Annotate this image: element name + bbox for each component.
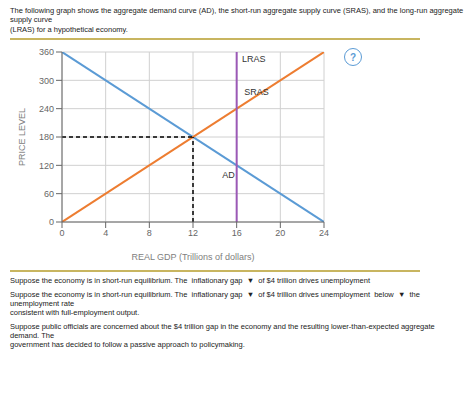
svg-text:20: 20 (275, 229, 285, 239)
svg-text:24: 24 (319, 229, 329, 239)
svg-text:LRAS: LRAS (242, 54, 266, 64)
svg-text:0: 0 (49, 217, 54, 227)
html-text:Suppose the economy is in shor: Suppose the economy is in short-run equi… (10, 289, 422, 318)
svg-text:4: 4 (103, 229, 108, 239)
svg-text:SRAS: SRAS (244, 87, 269, 97)
svg-text:8: 8 (147, 229, 152, 239)
svg-text:120: 120 (39, 161, 54, 171)
svg-text:0: 0 (59, 229, 64, 239)
svg-text:360: 360 (39, 47, 54, 57)
svg-text:300: 300 (39, 76, 54, 86)
svg-text:16: 16 (232, 229, 242, 239)
html-text:Suppose public officials are c: Suppose public officials are concerned a… (10, 321, 437, 350)
html-text:The following graph shows the: The following graph shows the aggregate … (10, 6, 466, 34)
svg-text:240: 240 (39, 104, 54, 114)
svg-text:PRICE LEVEL: PRICE LEVEL (17, 108, 27, 166)
svg-text:60: 60 (44, 189, 54, 199)
svg-text:12: 12 (188, 229, 198, 239)
svg-text:180: 180 (39, 132, 54, 142)
svg-text:REAL GDP (Trillions of dollars: REAL GDP (Trillions of dollars) (131, 252, 254, 262)
svg-text:AD: AD (222, 170, 235, 180)
html-text:Suppose the economy is in shor: Suppose the economy is in short-run equi… (10, 276, 370, 286)
